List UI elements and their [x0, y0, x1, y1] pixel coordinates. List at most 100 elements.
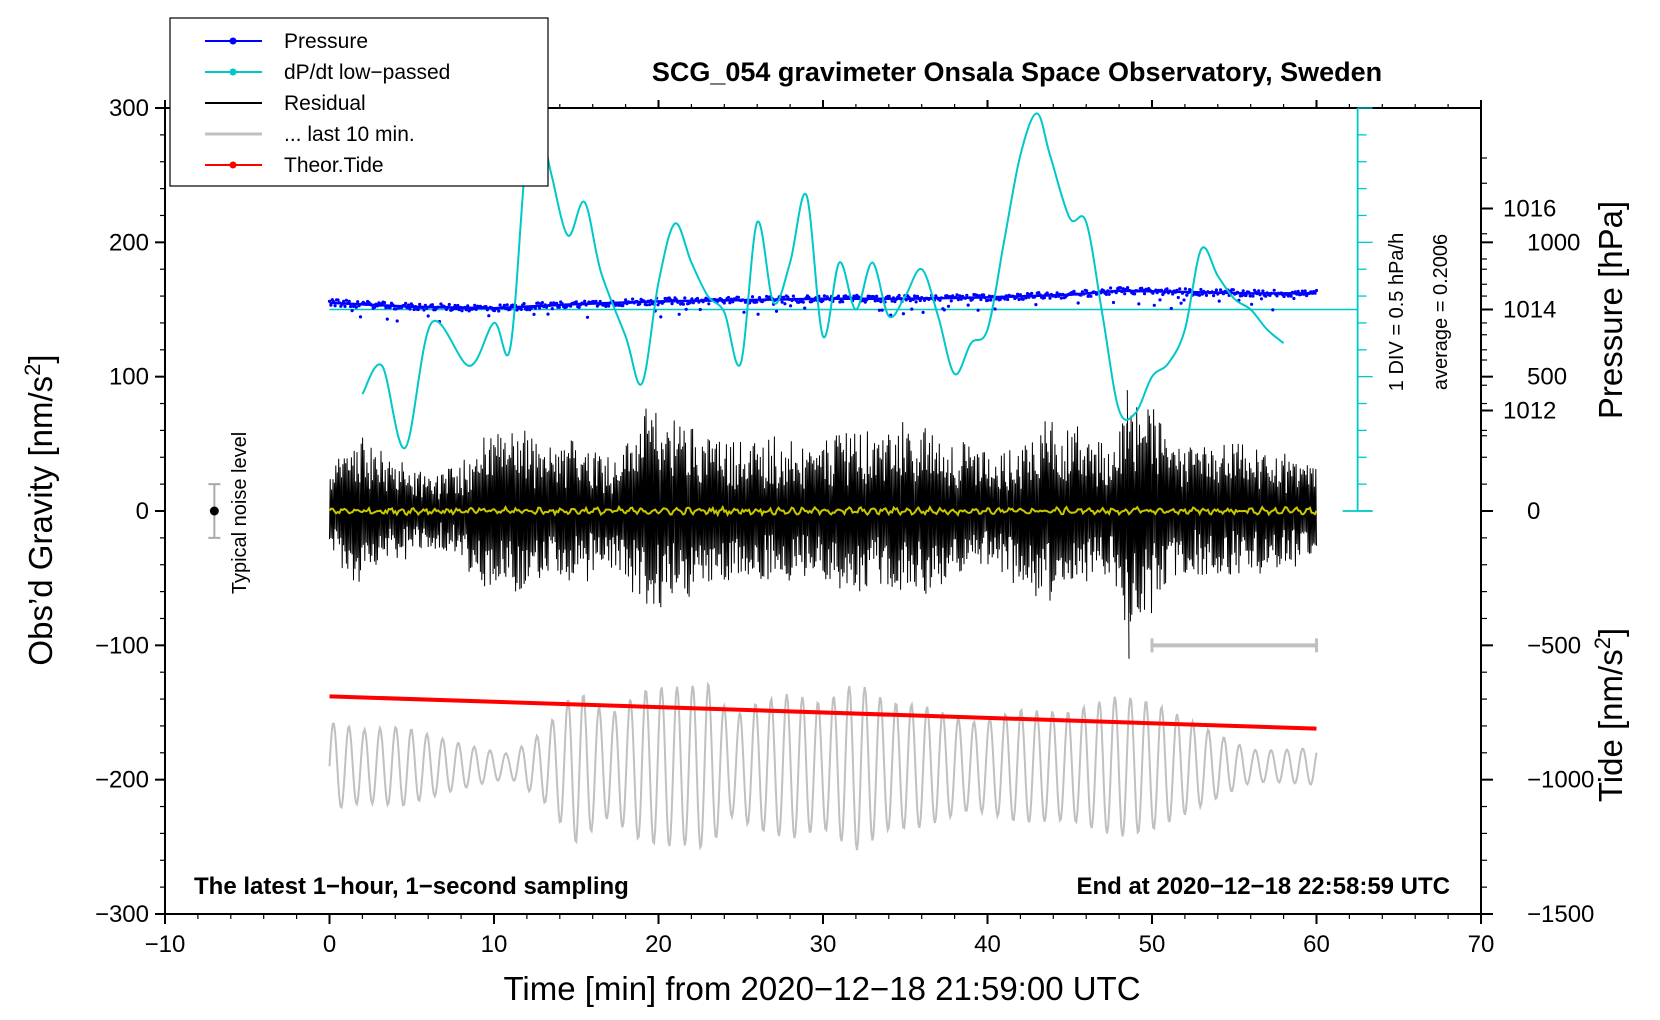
pressure-point: [384, 306, 388, 310]
pressure-point: [1055, 291, 1059, 295]
legend-label-dpdt: dP/dt low−passed: [284, 61, 450, 84]
y-tick-label: 200: [109, 229, 149, 256]
pressure-point: [1072, 289, 1076, 293]
pressure-point: [408, 307, 412, 311]
y-tick-label: 300: [109, 95, 149, 122]
x-tick-label: 60: [1303, 931, 1330, 958]
pressure-point: [336, 298, 340, 302]
pressure-point: [677, 312, 681, 316]
pressure-point: [1006, 297, 1010, 302]
pressure-point: [1169, 306, 1173, 311]
pressure-point: [1171, 292, 1175, 296]
pressure-point: [965, 293, 969, 297]
pressure-point: [505, 303, 509, 307]
pressure-point: [574, 300, 578, 304]
pressure-point: [670, 302, 674, 306]
dpdt-average-note: average = 0.2006: [1430, 234, 1452, 390]
pressure-point: [1251, 294, 1255, 298]
pressure-point: [1152, 303, 1156, 307]
residual-lowpass-line: [328, 504, 1318, 518]
pressure-line: [329, 289, 1317, 310]
pressure-point: [1048, 296, 1052, 300]
pressure-point: [1178, 287, 1182, 291]
pressure-point: [1017, 297, 1021, 302]
pressure-point: [986, 298, 990, 302]
pressure-point: [1042, 296, 1046, 300]
pressure-point: [1137, 302, 1141, 306]
pressure-point: [728, 301, 732, 305]
pressure-point: [755, 300, 759, 304]
pressure-point: [872, 295, 876, 299]
pressure-point: [949, 299, 953, 303]
pressure-point: [1303, 289, 1307, 293]
pressure-point: [1259, 297, 1264, 301]
pressure-point: [577, 305, 581, 309]
pressure-point: [422, 308, 426, 312]
pressure-point: [982, 293, 986, 297]
pressure-point: [1240, 294, 1244, 298]
pressure-point: [1085, 289, 1089, 293]
pressure-point: [549, 301, 553, 305]
pressure-point: [1126, 286, 1130, 290]
pressure-axis-title: Pressure [hPa]: [1592, 201, 1629, 419]
pressure-point: [1030, 291, 1034, 295]
pressure-point: [1003, 297, 1007, 301]
y-axis-title-main: Obs’d Gravity [nm/s: [22, 376, 59, 666]
pressure-point: [347, 299, 351, 303]
tide-tick-label: 1000: [1527, 229, 1580, 256]
tide-tick-label: 500: [1527, 364, 1567, 391]
pressure-point: [395, 319, 399, 323]
pressure-point: [1089, 294, 1093, 298]
pressure-point: [1217, 299, 1221, 303]
pressure-point: [645, 303, 649, 307]
y-tick-label: −100: [95, 632, 149, 659]
pressure-point: [1197, 293, 1202, 297]
pressure-point: [822, 294, 827, 298]
pressure-point: [498, 303, 502, 307]
x-tick-label: 70: [1468, 931, 1495, 958]
last10-line: [328, 681, 1318, 851]
tide-axis-title: Tide [nm/s2]: [1590, 628, 1629, 802]
pressure-point: [456, 303, 460, 308]
pressure-point: [873, 299, 877, 303]
pressure-point: [1275, 294, 1279, 298]
x-tick-label: 40: [974, 931, 1001, 958]
pressure-point: [473, 303, 477, 307]
pressure-point: [722, 301, 726, 305]
chart-title: SCG_054 gravimeter Onsala Space Observat…: [652, 57, 1382, 87]
pressure-point: [1133, 292, 1137, 296]
pressure-point: [607, 304, 611, 308]
pressure-point: [863, 300, 867, 304]
pressure-point: [736, 295, 741, 299]
pressure-point: [540, 301, 545, 305]
pressure-point: [1214, 288, 1218, 292]
pressure-point: [385, 317, 389, 321]
pressure-point: [333, 304, 337, 308]
note-left: The latest 1−hour, 1−second sampling: [194, 873, 629, 900]
y-tick-label: 100: [109, 364, 149, 391]
pressure-tick-label: 1014: [1503, 297, 1556, 324]
pressure-point: [946, 304, 951, 308]
x-tick-label: 10: [481, 931, 508, 958]
pressure-point: [1121, 287, 1125, 291]
y-tick-label: −200: [95, 767, 149, 794]
noise-level-label: Typical noise level: [229, 432, 251, 594]
y-tick-label: 0: [136, 498, 149, 525]
pressure-point: [358, 315, 363, 319]
pressure-point: [750, 295, 755, 299]
pressure-point: [893, 300, 897, 304]
pressure-point: [877, 308, 882, 312]
pressure-point: [1271, 308, 1275, 312]
pressure-point: [1248, 294, 1252, 298]
pressure-point: [502, 303, 506, 307]
pressure-point: [774, 309, 779, 313]
pressure-point: [1204, 293, 1209, 297]
tide-line: [329, 694, 1317, 731]
pressure-point: [836, 294, 841, 298]
pressure-point: [418, 302, 422, 306]
pressure-point: [350, 309, 354, 313]
pressure-point: [344, 298, 348, 302]
pressure-point: [426, 314, 430, 318]
pressure-point: [1244, 293, 1248, 298]
y-axis-title-end: ]: [22, 354, 59, 363]
